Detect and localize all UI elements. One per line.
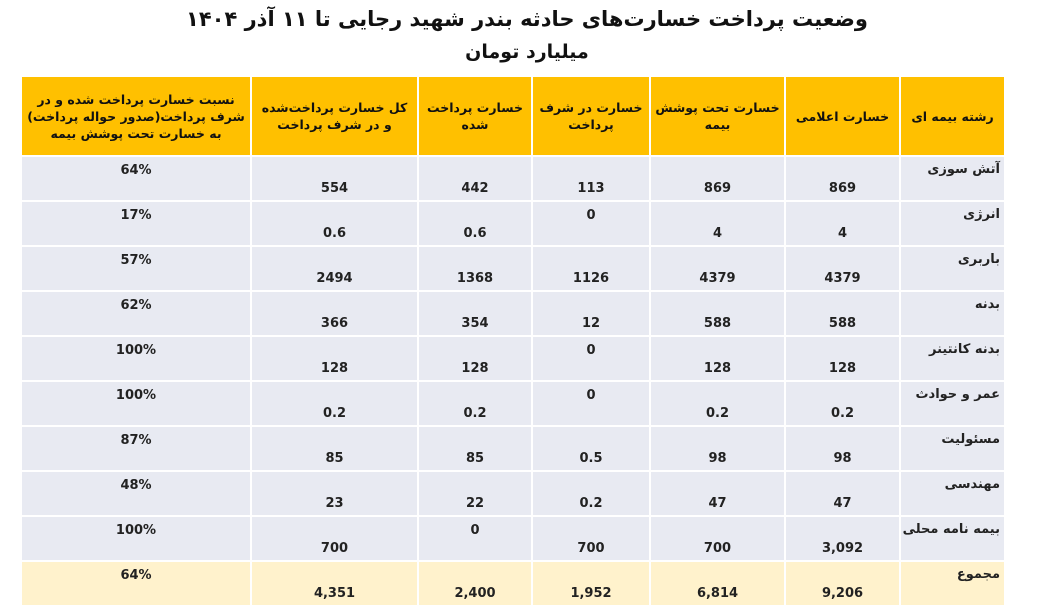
cell-paid-loss: 0 — [417, 515, 533, 562]
header-paid-loss: خسارت پرداخت شده — [417, 75, 533, 157]
cell-covered-loss: 4379 — [649, 245, 786, 292]
cell-paid-loss: 442 — [417, 155, 533, 202]
cell-paid-ratio: 100% — [20, 515, 252, 562]
cell-total-paid-pending: 2494 — [250, 245, 419, 292]
header-pending-payment: خسارت در شرف پرداخت — [531, 75, 651, 157]
cell-insurance-line: مهندسی — [899, 470, 1006, 517]
cell-paid-loss: 128 — [417, 335, 533, 382]
cell-total-paid-pending: 0.2 — [250, 380, 419, 427]
table-row: مهندسی 47 47 0.2 22 23 48% — [20, 470, 1006, 517]
cell-pending-payment: 0.2 — [531, 470, 651, 517]
cell-insurance-line: مجموع — [899, 560, 1006, 607]
cell-total-paid-pending: 366 — [250, 290, 419, 337]
cell-covered-loss: 0.2 — [649, 380, 786, 427]
table-row: مسئولیت 98 98 0.5 85 85 87% — [20, 425, 1006, 472]
cell-pending-payment: 700 — [531, 515, 651, 562]
cell-covered-loss: 6,814 — [649, 560, 786, 607]
cell-paid-ratio: 17% — [20, 200, 252, 247]
claims-table: رشته بیمه ای خسارت اعلامی خسارت تحت پوشش ب… — [20, 75, 1006, 607]
header-insurance-line: رشته بیمه ای — [899, 75, 1006, 157]
cell-paid-loss: 2,400 — [417, 560, 533, 607]
cell-declared-loss: 4 — [784, 200, 901, 247]
cell-paid-loss: 354 — [417, 290, 533, 337]
cell-paid-loss: 1368 — [417, 245, 533, 292]
cell-declared-loss: 869 — [784, 155, 901, 202]
cell-declared-loss: 128 — [784, 335, 901, 382]
unit-subtitle: میلیارد تومان — [465, 41, 589, 63]
cell-paid-ratio: 57% — [20, 245, 252, 292]
cell-pending-payment: 0 — [531, 380, 651, 427]
header-total-paid-pending: کل خسارت پرداخت‌شده و در شرف پرداخت — [250, 75, 419, 157]
cell-insurance-line: انرژی — [899, 200, 1006, 247]
header-row: رشته بیمه ای خسارت اعلامی خسارت تحت پوشش ب… — [20, 75, 1006, 157]
cell-covered-loss: 700 — [649, 515, 786, 562]
page-title: وضعیت پرداخت خسارت‌های حادثه بندر شهید ر… — [186, 7, 868, 31]
cell-declared-loss: 588 — [784, 290, 901, 337]
cell-total-paid-pending: 0.6 — [250, 200, 419, 247]
cell-total-paid-pending: 4,351 — [250, 560, 419, 607]
cell-paid-ratio: 100% — [20, 380, 252, 427]
cell-paid-ratio: 48% — [20, 470, 252, 517]
header-covered-loss: خسارت تحت پوشش بیمه — [649, 75, 786, 157]
cell-total-paid-pending: 554 — [250, 155, 419, 202]
header-paid-ratio: نسبت خسارت پرداخت شده و در شرف پرداخت(صد… — [20, 75, 252, 157]
cell-insurance-line: آتش سوزی — [899, 155, 1006, 202]
cell-total-paid-pending: 700 — [250, 515, 419, 562]
cell-pending-payment: 0 — [531, 200, 651, 247]
cell-covered-loss: 98 — [649, 425, 786, 472]
table-row: بیمه نامه محلی 3,092 700 700 0 700 100% — [20, 515, 1006, 562]
cell-insurance-line: عمر و حوادث — [899, 380, 1006, 427]
table-row: عمر و حوادث 0.2 0.2 0 0.2 0.2 100% — [20, 380, 1006, 427]
cell-pending-payment: 0 — [531, 335, 651, 382]
cell-paid-ratio: 64% — [20, 155, 252, 202]
cell-pending-payment: 0.5 — [531, 425, 651, 472]
cell-declared-loss: 47 — [784, 470, 901, 517]
cell-declared-loss: 98 — [784, 425, 901, 472]
header-declared-loss: خسارت اعلامی — [784, 75, 901, 157]
cell-total-paid-pending: 85 — [250, 425, 419, 472]
cell-total-paid-pending: 23 — [250, 470, 419, 517]
cell-declared-loss: 4379 — [784, 245, 901, 292]
table-row: انرژی 4 4 0 0.6 0.6 17% — [20, 200, 1006, 247]
cell-covered-loss: 869 — [649, 155, 786, 202]
table-row: باربری 4379 4379 1126 1368 2494 57% — [20, 245, 1006, 292]
cell-paid-loss: 0.6 — [417, 200, 533, 247]
table-row: بدنه 588 588 12 354 366 62% — [20, 290, 1006, 337]
cell-declared-loss: 0.2 — [784, 380, 901, 427]
cell-paid-loss: 0.2 — [417, 380, 533, 427]
total-row: مجموع 9,206 6,814 1,952 2,400 4,351 64% — [20, 560, 1006, 607]
cell-pending-payment: 1126 — [531, 245, 651, 292]
cell-paid-loss: 85 — [417, 425, 533, 472]
cell-paid-loss: 22 — [417, 470, 533, 517]
cell-covered-loss: 128 — [649, 335, 786, 382]
cell-insurance-line: مسئولیت — [899, 425, 1006, 472]
cell-covered-loss: 588 — [649, 290, 786, 337]
cell-declared-loss: 3,092 — [784, 515, 901, 562]
cell-pending-payment: 12 — [531, 290, 651, 337]
cell-total-paid-pending: 128 — [250, 335, 419, 382]
cell-paid-ratio: 64% — [20, 560, 252, 607]
cell-insurance-line: بیمه نامه محلی — [899, 515, 1006, 562]
cell-covered-loss: 47 — [649, 470, 786, 517]
cell-insurance-line: باربری — [899, 245, 1006, 292]
cell-declared-loss: 9,206 — [784, 560, 901, 607]
cell-insurance-line: بدنه — [899, 290, 1006, 337]
cell-paid-ratio: 62% — [20, 290, 252, 337]
cell-pending-payment: 1,952 — [531, 560, 651, 607]
table-row: آتش سوزی 869 869 113 442 554 64% — [20, 155, 1006, 202]
cell-paid-ratio: 87% — [20, 425, 252, 472]
cell-insurance-line: بدنه کانتینر — [899, 335, 1006, 382]
cell-paid-ratio: 100% — [20, 335, 252, 382]
cell-covered-loss: 4 — [649, 200, 786, 247]
cell-pending-payment: 113 — [531, 155, 651, 202]
table-row: بدنه کانتینر 128 128 0 128 128 100% — [20, 335, 1006, 382]
